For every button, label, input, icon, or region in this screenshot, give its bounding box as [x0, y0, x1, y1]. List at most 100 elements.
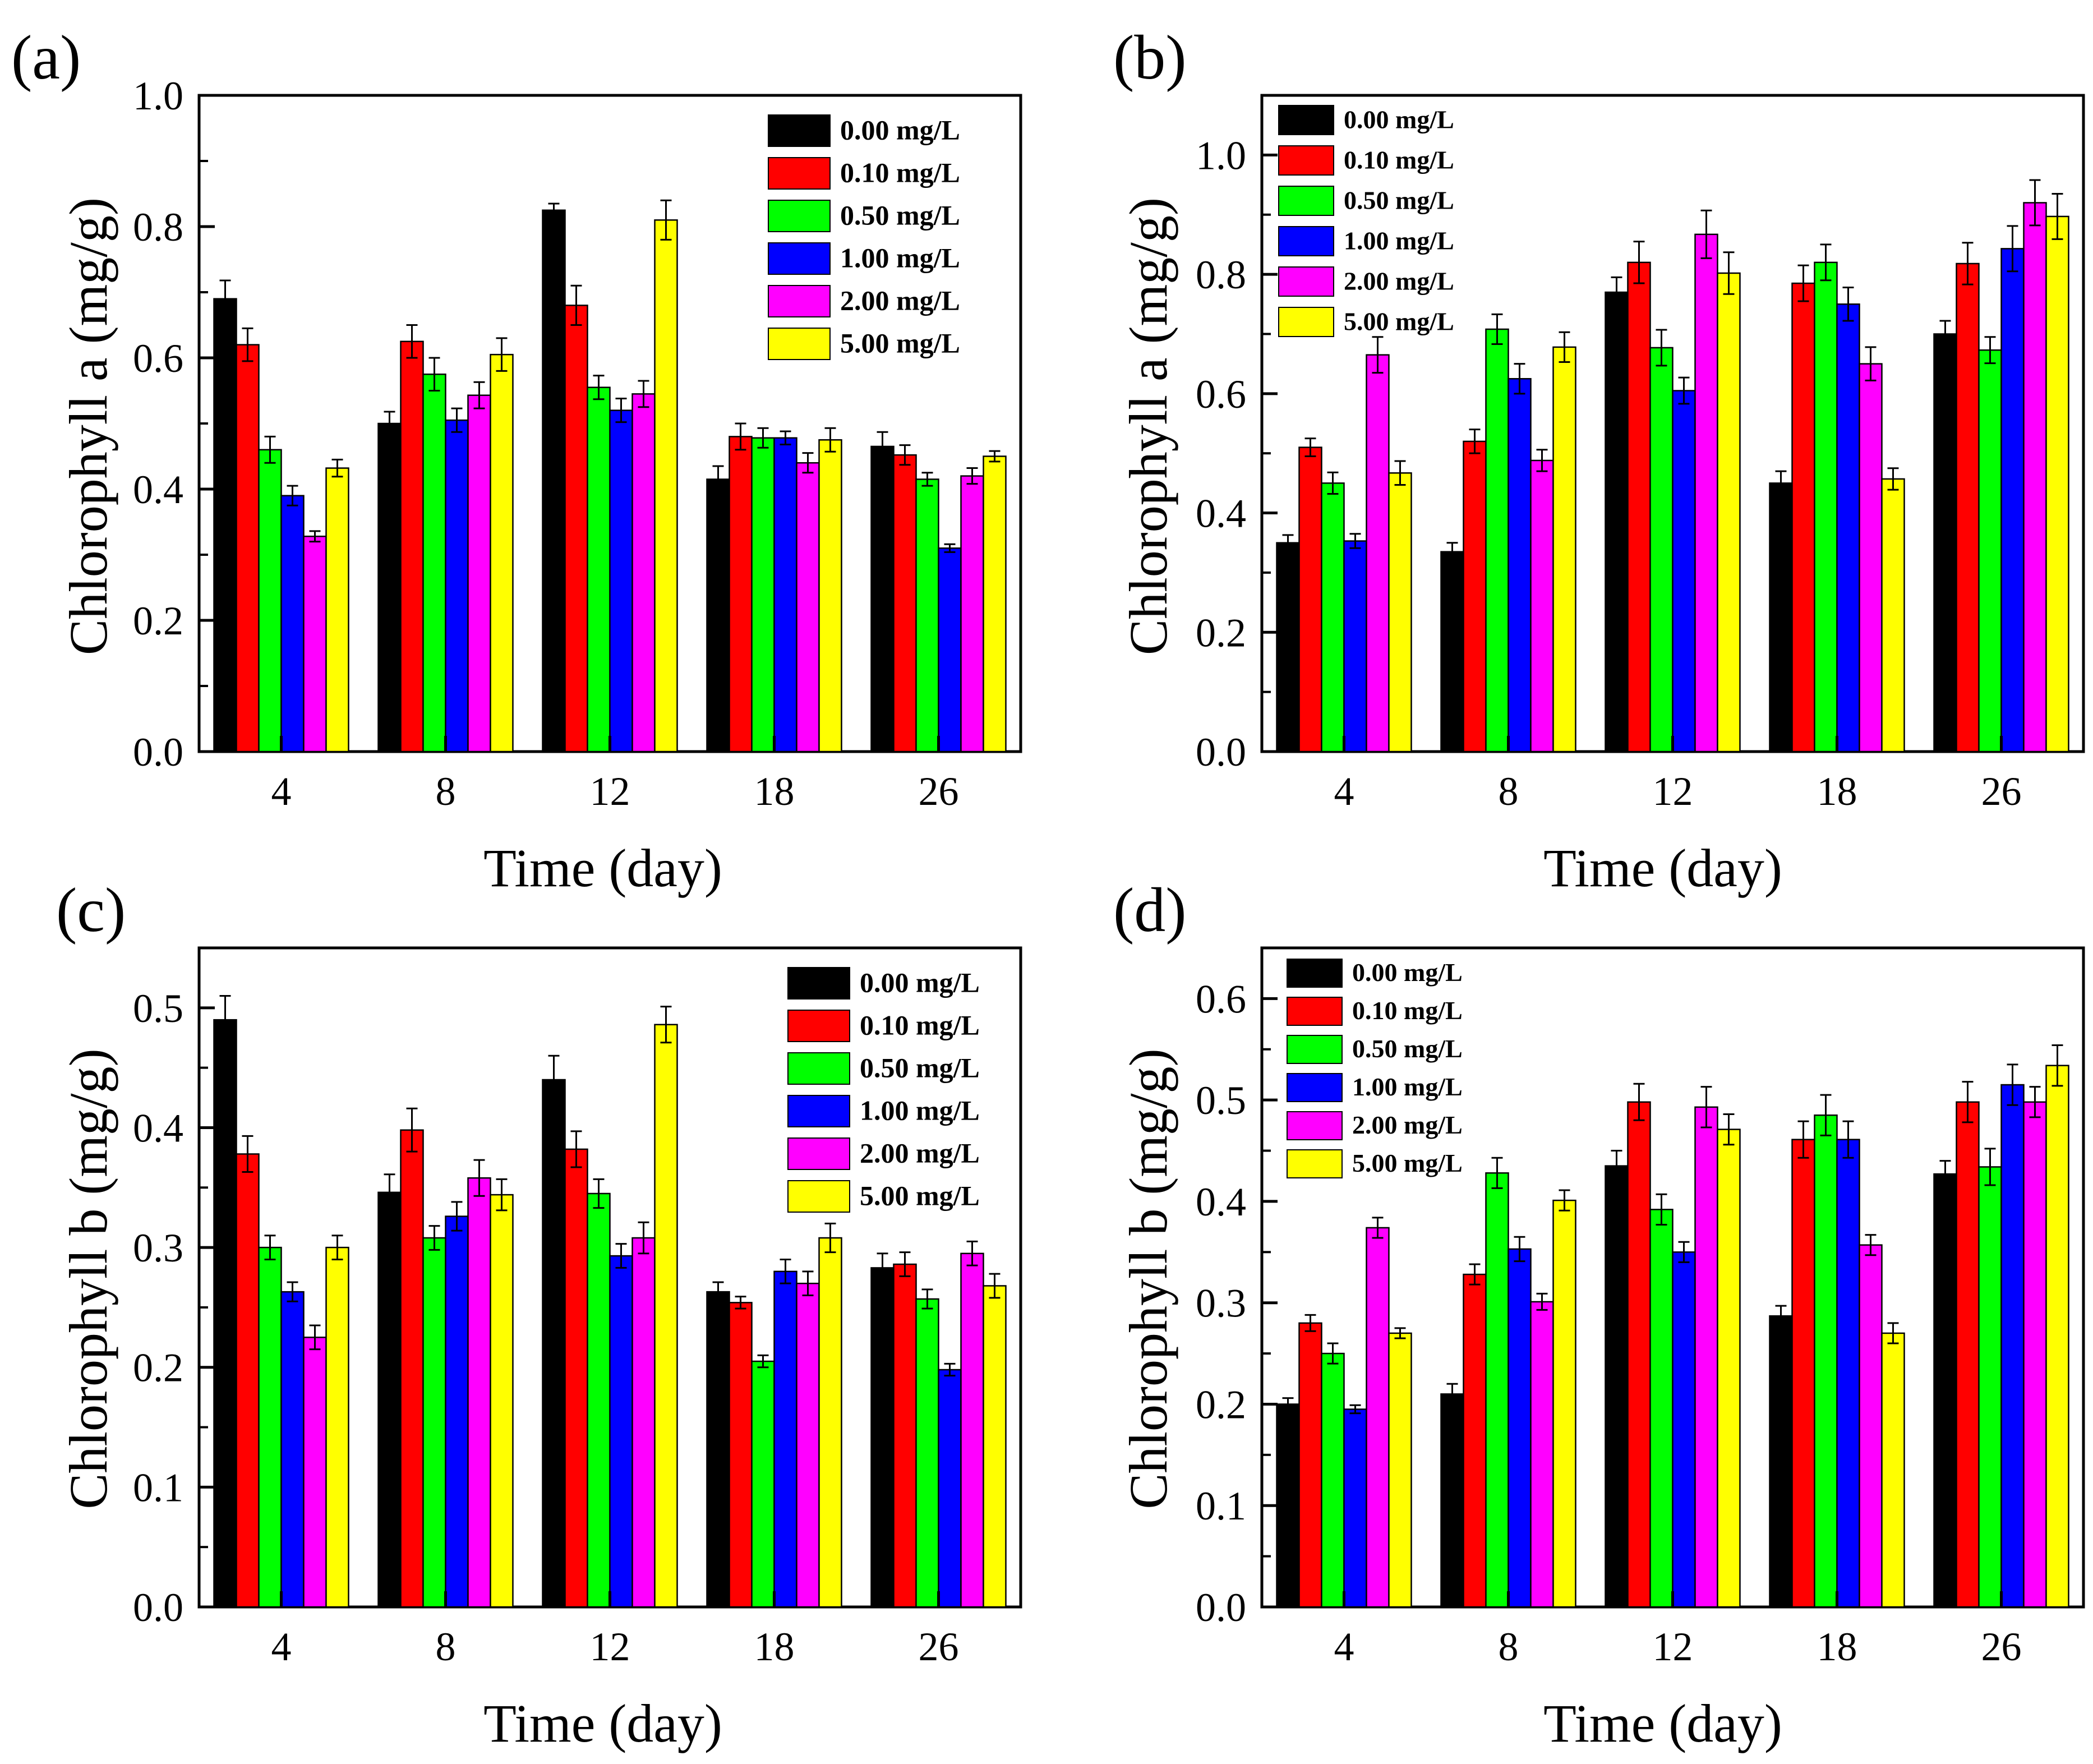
bar: [258, 1246, 282, 1608]
bar: [1366, 1227, 1390, 1608]
bar: [818, 1237, 842, 1608]
bar: [983, 455, 1007, 753]
y-tick-label: 0.6: [1196, 977, 1246, 1021]
bar: [2000, 248, 2025, 753]
y-tick-label: 0.0: [133, 1585, 183, 1630]
bar: [915, 478, 939, 753]
y-tick-label: 0.5: [1196, 1078, 1246, 1123]
legend-swatch: [787, 1180, 850, 1213]
bar: [2000, 1084, 2025, 1608]
x-axis-label: Time (day): [1543, 838, 1782, 898]
bar: [773, 1270, 797, 1608]
legend-label: 0.10 mg/L: [840, 157, 960, 188]
y-tick-label: 0.0: [1196, 730, 1246, 775]
bar: [1321, 1352, 1345, 1608]
x-tick-label: 26: [1981, 769, 2022, 814]
panel-b: (b) Chlorophyll a (mg/g) Time (day) 0.00…: [1113, 23, 2085, 898]
legend-label: 2.00 mg/L: [840, 285, 960, 316]
legend-swatch: [1287, 1073, 1343, 1102]
y-tick-label: 0.3: [133, 1226, 183, 1270]
bar: [960, 475, 984, 753]
bar: [1463, 440, 1487, 753]
bar: [1649, 347, 1674, 753]
bar: [213, 298, 237, 753]
legend-swatch: [768, 242, 831, 275]
legend-label: 0.10 mg/L: [1344, 146, 1454, 174]
y-tick-label: 0.2: [1196, 1382, 1246, 1427]
x-tick-label: 26: [1981, 1624, 2022, 1669]
y-tick-label: 0.8: [1196, 252, 1246, 297]
bar: [1791, 282, 1815, 753]
legend-label: 0.00 mg/L: [1344, 105, 1454, 134]
y-tick-label: 0.3: [1196, 1281, 1246, 1326]
x-tick-label: 8: [1499, 769, 1519, 814]
bar: [1814, 1114, 1838, 1608]
legend: 0.00 mg/L 0.10 mg/L 0.50 mg/L 1.00 mg/L 2.00…: [1278, 105, 1454, 337]
bar: [1366, 354, 1390, 753]
bar: [1605, 1165, 1629, 1608]
legend-label: 5.00 mg/L: [1344, 307, 1454, 336]
bar: [422, 1237, 446, 1608]
bar: [445, 419, 469, 753]
bar: [236, 1153, 260, 1608]
legend-label: 0.00 mg/L: [840, 114, 960, 146]
legend-swatch: [1278, 307, 1334, 337]
bar: [325, 467, 349, 753]
bar: [870, 445, 895, 753]
legend-label: 1.00 mg/L: [840, 242, 960, 274]
bar: [609, 409, 633, 753]
y-tick-label: 0.4: [133, 1106, 183, 1150]
bar: [280, 1291, 305, 1608]
bar: [1276, 542, 1300, 753]
y-tick-label: 0.4: [1196, 491, 1246, 536]
x-tick-label: 12: [590, 1624, 630, 1669]
x-tick-label: 4: [1334, 1624, 1354, 1669]
bar: [1791, 1139, 1815, 1608]
bar: [773, 437, 797, 753]
bar: [1552, 1199, 1576, 1608]
bar: [1440, 551, 1464, 753]
x-tick-label: 18: [1817, 1624, 1857, 1669]
legend-swatch: [1278, 105, 1334, 135]
y-tick-label: 0.1: [1196, 1484, 1246, 1528]
bar: [1552, 346, 1576, 753]
y-axis-label: Chlorophyll a (mg/g): [58, 197, 118, 655]
y-tick-label: 0.0: [133, 730, 183, 775]
y-tick-label: 0.6: [1196, 372, 1246, 417]
bar: [2045, 1065, 2069, 1608]
x-axis-label: Time (day): [483, 1693, 722, 1753]
bar: [796, 1282, 820, 1608]
bar: [1814, 261, 1838, 753]
bar: [1485, 328, 1509, 753]
bar: [1388, 1332, 1412, 1608]
legend-label: 5.00 mg/L: [1352, 1149, 1463, 1177]
legend-label: 5.00 mg/L: [840, 328, 960, 359]
legend-label: 1.00 mg/L: [1344, 227, 1454, 255]
bar: [2045, 215, 2069, 753]
y-tick-label: 0.5: [133, 986, 183, 1031]
x-tick-label: 18: [754, 1624, 795, 1669]
bar: [467, 1177, 491, 1608]
y-axis-label: Chlorophyll a (mg/g): [1118, 197, 1178, 655]
x-tick-label: 4: [271, 1624, 292, 1669]
y-axis-label: Chlorophyll b (mg/g): [1118, 1048, 1178, 1509]
bar: [303, 535, 327, 753]
legend-label: 0.00 mg/L: [860, 967, 980, 998]
bar: [796, 462, 820, 753]
y-tick-label: 0.2: [133, 1346, 183, 1390]
bar: [1276, 1403, 1300, 1608]
legend-swatch: [768, 328, 831, 360]
bar: [893, 454, 917, 753]
bar: [587, 386, 611, 753]
bar: [400, 1129, 424, 1608]
legend-label: 0.50 mg/L: [1352, 1034, 1463, 1063]
bar: [377, 1191, 402, 1608]
bar: [1933, 1173, 1957, 1608]
legend-swatch: [768, 114, 831, 147]
bar: [1343, 540, 1367, 753]
legend-label: 0.50 mg/L: [860, 1052, 980, 1084]
bar: [1343, 1408, 1367, 1608]
bar: [2023, 202, 2047, 753]
bar: [751, 437, 775, 753]
panel-label: (a): [11, 23, 81, 93]
